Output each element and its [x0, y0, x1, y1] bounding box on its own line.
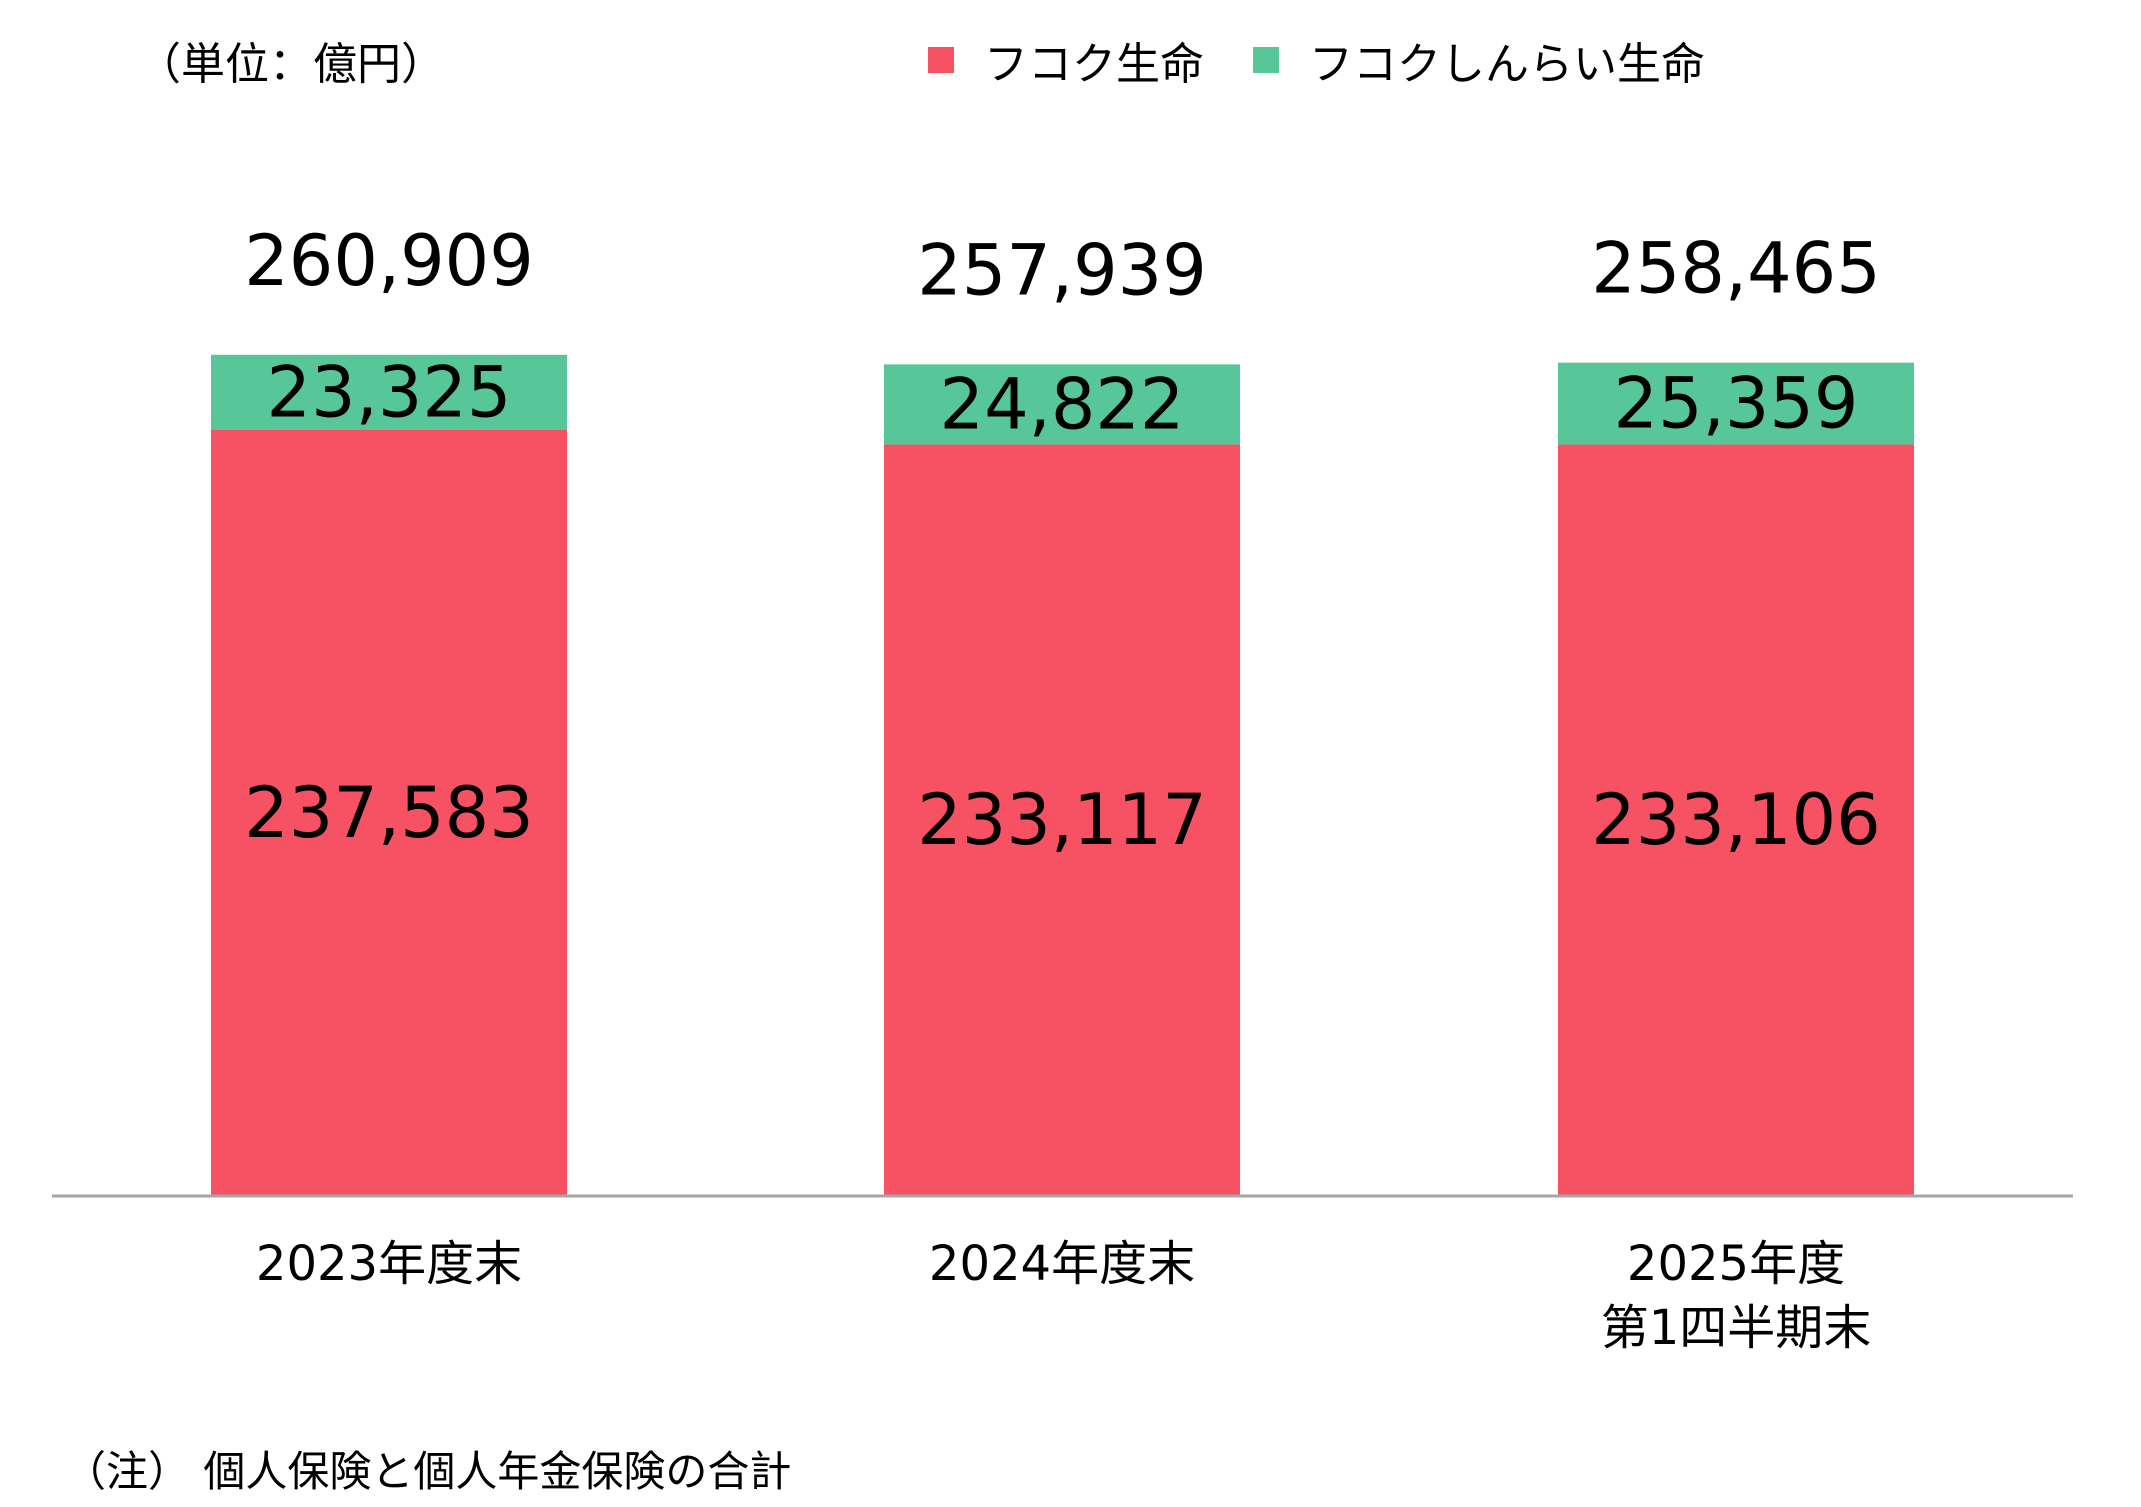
data-label-fukoku-shinrai-life-3: 25,359: [1614, 363, 1859, 445]
data-label-fukoku-life-3: 233,106: [1591, 779, 1880, 861]
bar-segment-fukoku-life-3: [1558, 444, 1914, 1196]
total-label-2: 257,939: [917, 229, 1206, 311]
legend-swatch-fukoku-shinrai-life: [1253, 47, 1279, 73]
x-tick-label-2: 2024年度末: [929, 1236, 1195, 1292]
data-label-fukoku-life-1: 237,583: [244, 772, 533, 854]
data-label-fukoku-life-2: 233,117: [917, 779, 1206, 861]
footnote: （注） 個人保険と個人年金保険の合計: [64, 1447, 792, 1496]
total-label-1: 260,909: [244, 220, 533, 302]
bar-segment-fukoku-shinrai-life-3: [1558, 362, 1914, 445]
data-label-fukoku-shinrai-life-2: 24,822: [940, 363, 1185, 445]
legend-item-fukoku-shinrai-life: フコクしんらい生命: [1253, 28, 1705, 92]
bar-segment-fukoku-shinrai-life-1: [211, 354, 567, 430]
total-label-3: 258,465: [1591, 228, 1880, 310]
bar-segment-fukoku-shinrai-life-2: [884, 364, 1240, 445]
bar-segment-fukoku-life-2: [884, 444, 1240, 1196]
legend-swatch-fukoku-life: [928, 47, 954, 73]
legend-label-fukoku-life: フコク生命: [984, 39, 1204, 90]
unit-label: （単位：億円）: [137, 39, 445, 90]
legend-item-fukoku-life: フコク生命: [928, 28, 1204, 92]
bar-segment-fukoku-life-1: [211, 430, 567, 1196]
x-tick-label-3-line-1: 2025年度: [1627, 1236, 1845, 1292]
x-tick-label-3-line-2: 第1四半期末: [1601, 1300, 1872, 1356]
legend-label-fukoku-shinrai-life: フコクしんらい生命: [1309, 39, 1705, 90]
data-label-fukoku-shinrai-life-1: 23,325: [267, 351, 512, 433]
x-tick-label-1: 2023年度末: [256, 1236, 522, 1292]
